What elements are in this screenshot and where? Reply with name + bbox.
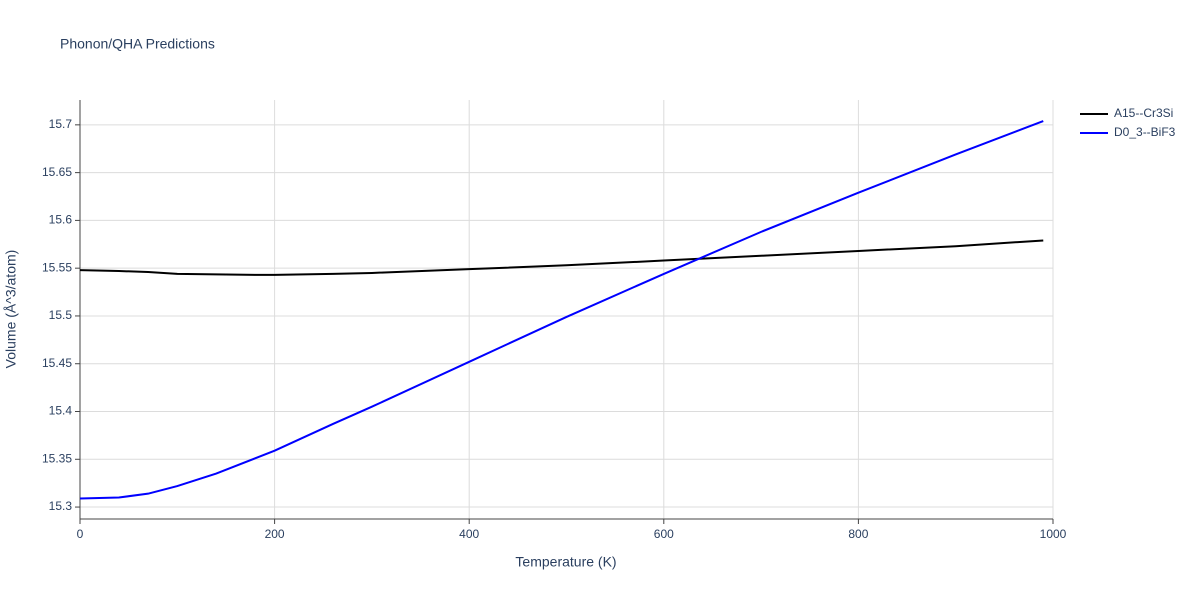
x-axis-title: Temperature (K): [515, 554, 616, 570]
line: [79, 239, 1044, 276]
legend-label: D0_3--BiF3: [1114, 125, 1176, 139]
x-tick-label: 1000: [1040, 527, 1067, 541]
legend-label: A15--Cr3Si: [1114, 106, 1173, 120]
x-tick-label: 200: [265, 527, 285, 541]
y-tick-label: 15.65: [42, 165, 72, 179]
x-tick-label: 800: [848, 527, 868, 541]
y-tick-label: 15.5: [49, 308, 73, 322]
x-tick-label: 600: [654, 527, 674, 541]
y-tick-label: 15.7: [49, 117, 73, 131]
y-tick-label: 15.3: [49, 499, 73, 513]
chart-title: Phonon/QHA Predictions: [60, 36, 215, 52]
y-tick-label: 15.4: [49, 404, 73, 418]
y-axis-title: Volume (Å^3/atom): [3, 250, 19, 369]
x-tick-label: 400: [459, 527, 479, 541]
y-tick-label: 15.55: [42, 260, 72, 274]
x-tick-label: 0: [77, 527, 84, 541]
y-tick-label: 15.35: [42, 451, 72, 465]
y-tick-label: 15.6: [49, 213, 73, 227]
y-tick-label: 15.45: [42, 356, 72, 370]
line: [79, 120, 1044, 500]
